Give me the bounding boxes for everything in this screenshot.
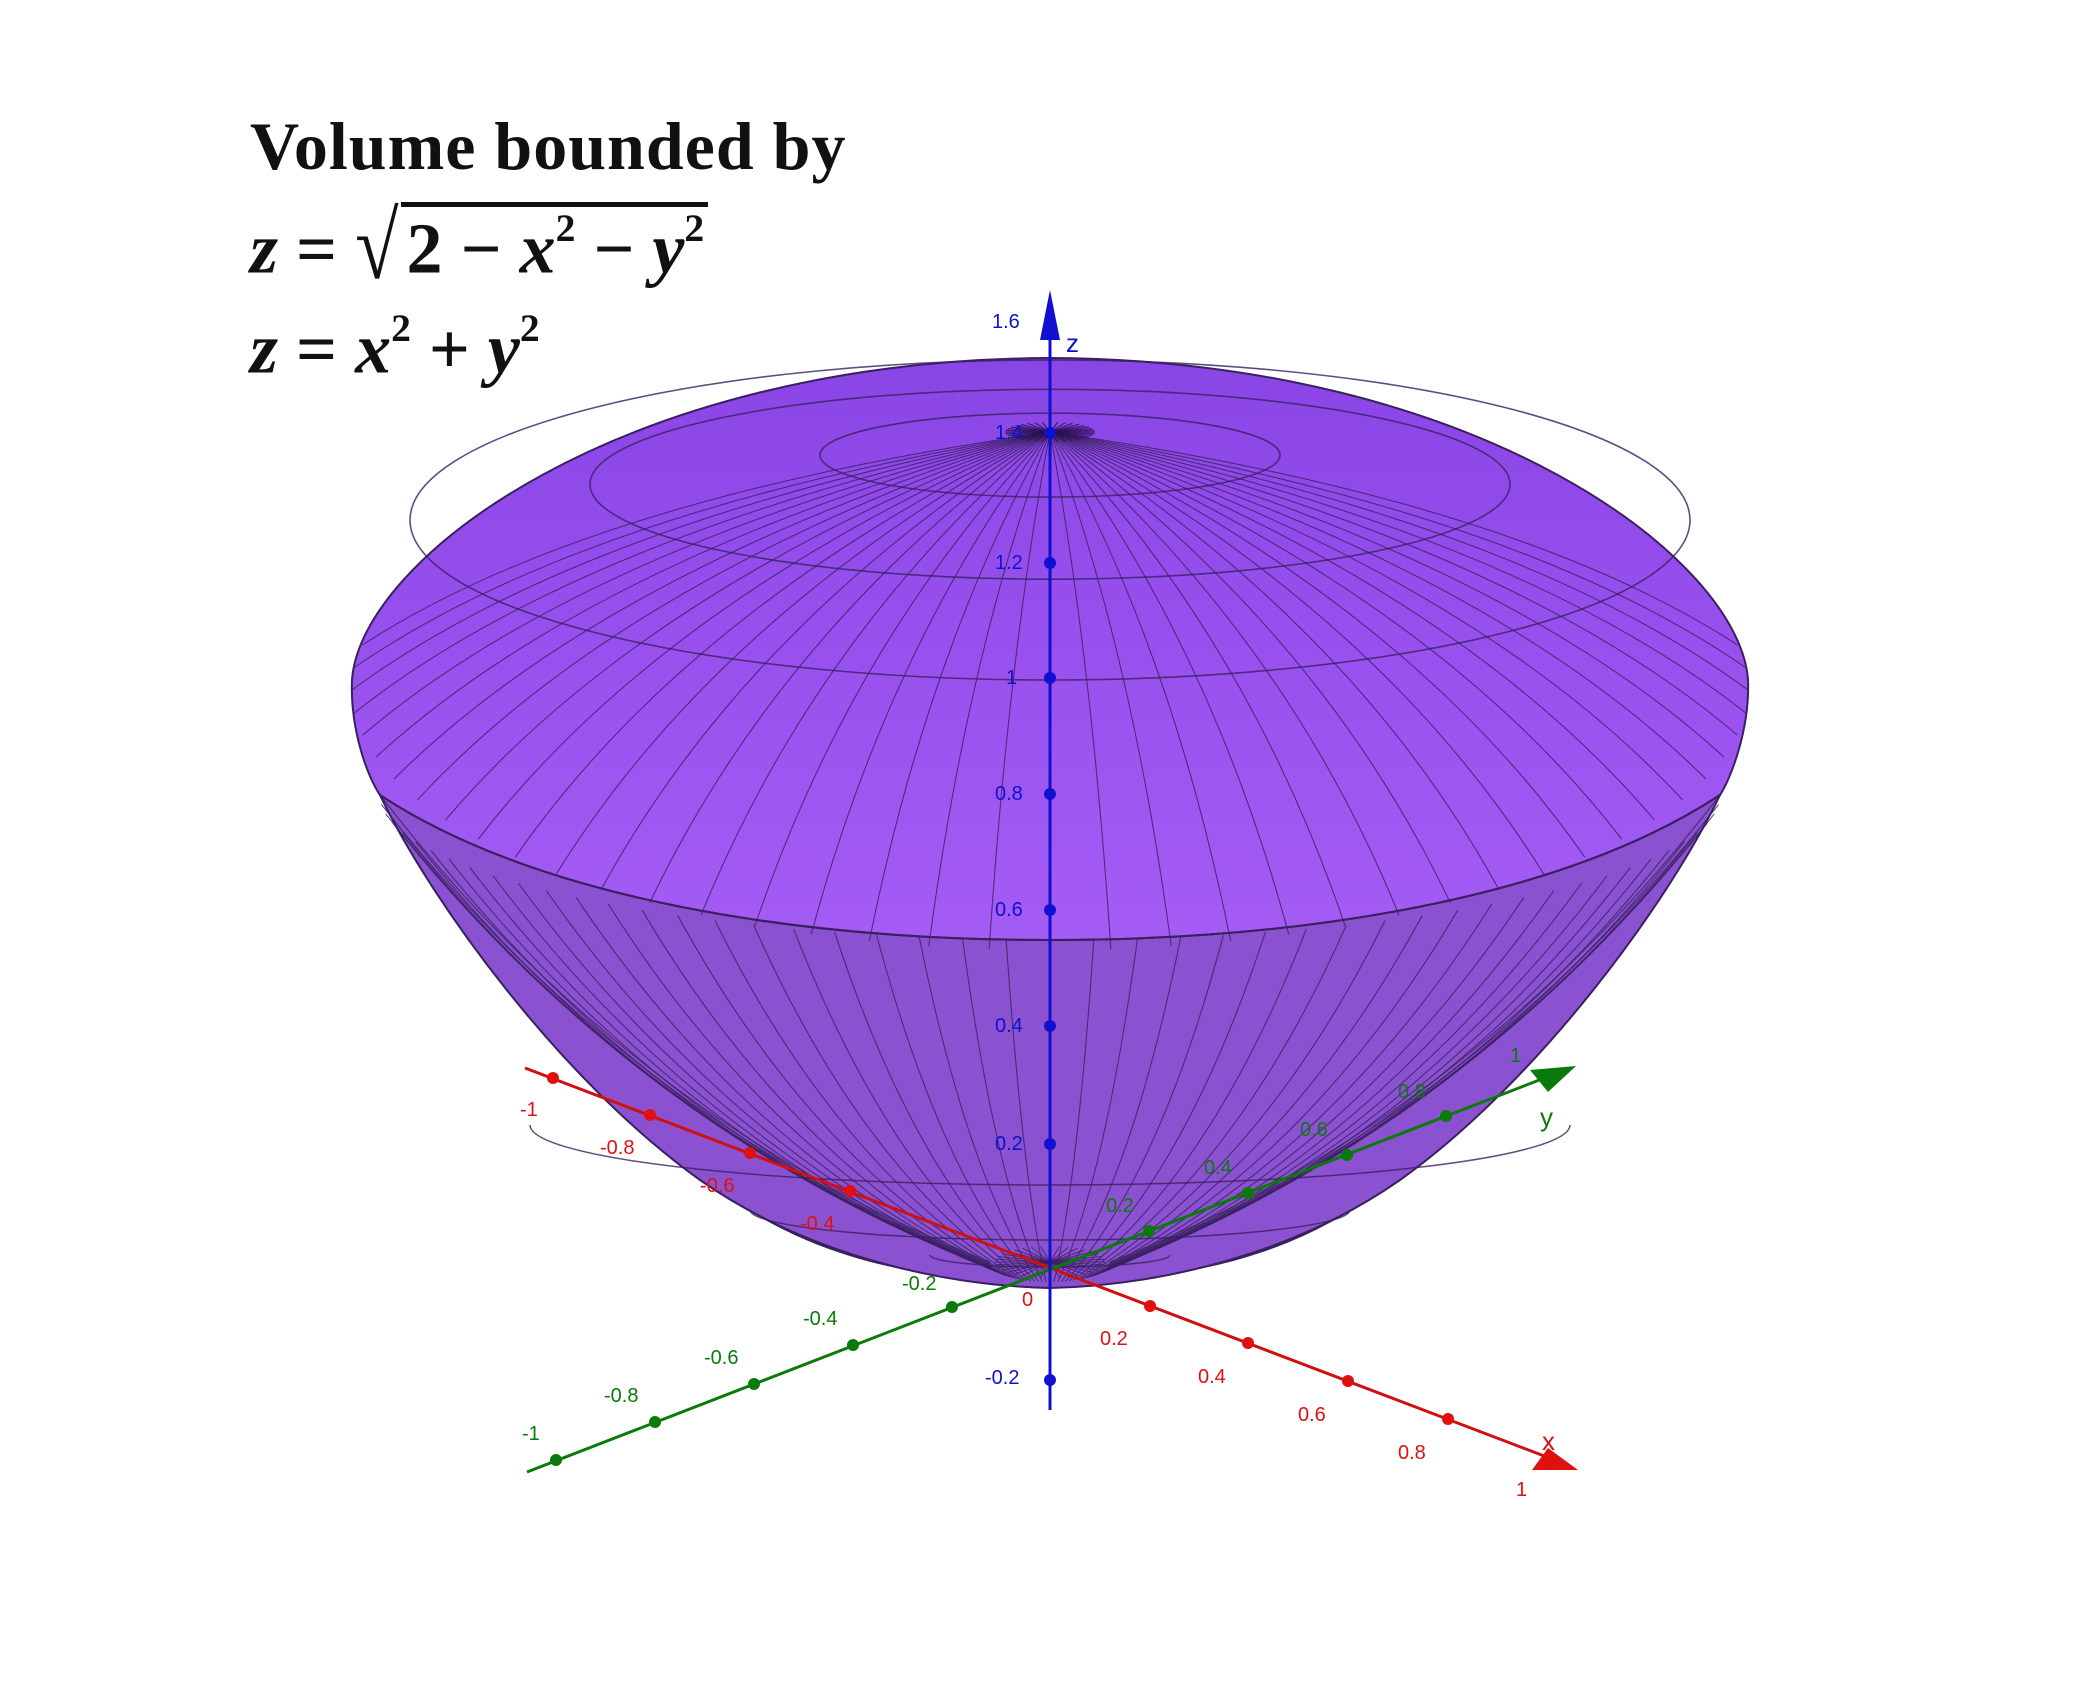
z-tick-label: 0.8 [995, 783, 1023, 805]
x-tick-label: 0.6 [1298, 1404, 1326, 1426]
x-tick-label: 1 [1516, 1479, 1527, 1501]
z-tick-label: 1.6 [992, 311, 1020, 333]
x-axis-arrow [1532, 1448, 1578, 1470]
y-tick-label: 1 [1510, 1045, 1521, 1067]
y-tick-label: -0.6 [704, 1347, 738, 1369]
axes-front: z x y 0 [524, 290, 1578, 1474]
z-tick-label: 1 [1006, 667, 1017, 689]
x-tick-label: 0.4 [1198, 1366, 1226, 1388]
y-tick-label: -0.2 [902, 1273, 936, 1295]
y-tick-label: 0.2 [1106, 1195, 1134, 1217]
z-axis-arrow [1040, 290, 1060, 340]
y-tick-label: -1 [522, 1423, 540, 1445]
y-tick-label: 0.4 [1204, 1157, 1232, 1179]
y-axis-arrow [1530, 1066, 1576, 1092]
z-tick-label: 0.4 [995, 1015, 1023, 1037]
z-tick-label: 1.4 [995, 422, 1023, 444]
equation-paraboloid: z = x2 + y2 [250, 305, 540, 389]
y-tick-label: 0.6 [1300, 1119, 1328, 1141]
origin-label: 0 [1022, 1289, 1033, 1311]
z-tick-label: -0.2 [985, 1367, 1019, 1389]
y-tick-label: 0.8 [1398, 1081, 1426, 1103]
x-tick-label: 0.8 [1398, 1442, 1426, 1464]
y-axis-name: y [1540, 1102, 1553, 1132]
y-tick-label: -0.4 [803, 1308, 837, 1330]
x-axis-name: x [1542, 1426, 1555, 1456]
x-tick-label: -0.8 [600, 1137, 634, 1159]
z-tick-label: 0.6 [995, 899, 1023, 921]
z-tick-label: 1.2 [995, 552, 1023, 574]
x-tick-label: -1 [520, 1099, 538, 1121]
z-tick-label: 0.2 [995, 1133, 1023, 1155]
y-axis-line [526, 1070, 1561, 1474]
x-tick-label: 0.2 [1100, 1328, 1128, 1350]
title-text: Volume bounded by [250, 108, 847, 184]
x-axis-line [524, 1066, 1561, 1464]
title-block: Volume bounded by z = √ 2− x2− y2 z = x2 + y2 [250, 112, 847, 385]
x-tick-label: -0.4 [800, 1213, 834, 1235]
tick-layer: -1 -0.8 -0.6 -0.4 0.2 0.4 0.6 0.8 1 -1 -0.8 -0.6 -0.… [520, 311, 1527, 1501]
equation-sphere: z = √ 2− x2− y2 [250, 199, 847, 294]
x-tick-label: -0.6 [700, 1175, 734, 1197]
z-axis-name: z [1066, 328, 1079, 358]
y-tick-label: -0.8 [604, 1385, 638, 1407]
